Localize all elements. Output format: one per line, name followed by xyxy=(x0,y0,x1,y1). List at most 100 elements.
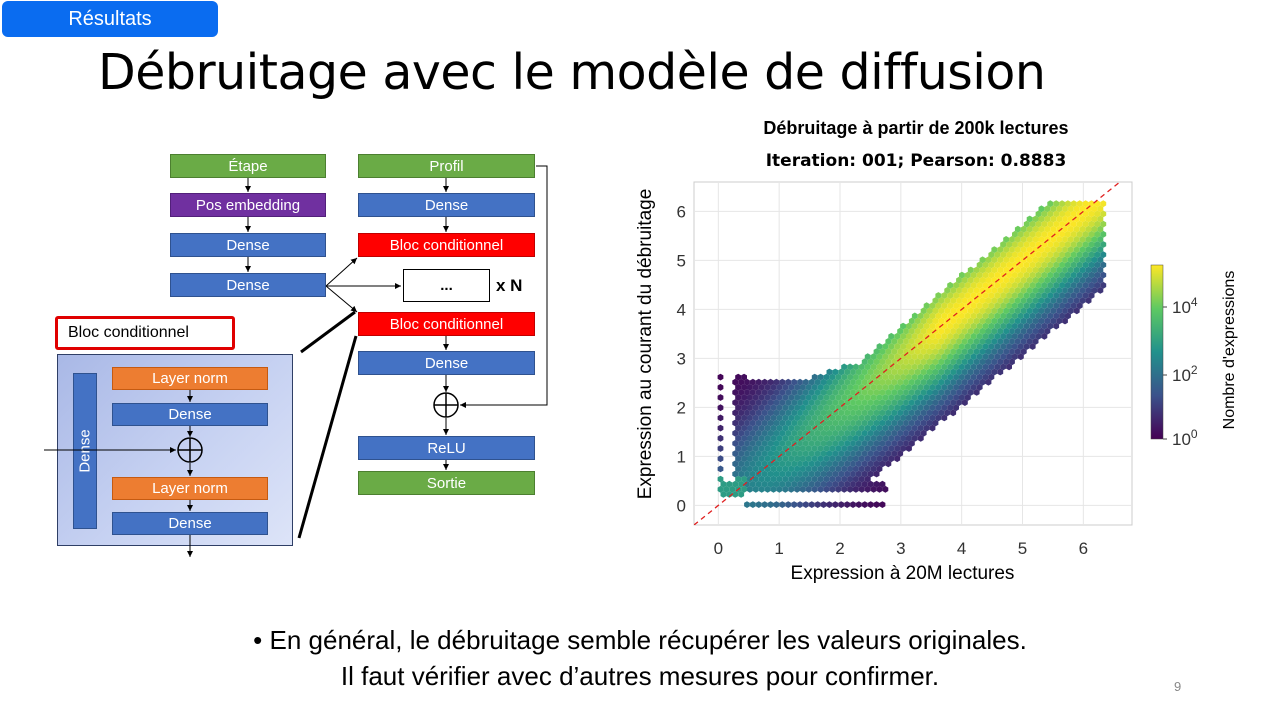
hex-cell xyxy=(850,429,856,437)
hex-cell xyxy=(961,327,968,335)
hex-cell xyxy=(832,450,839,457)
hex-cell xyxy=(867,409,874,417)
hex-cell xyxy=(973,276,980,284)
hex-cell xyxy=(855,480,862,488)
hex-cell xyxy=(794,455,800,463)
hex-cell xyxy=(752,424,759,432)
hex-cell xyxy=(964,353,971,361)
hex-cell xyxy=(970,322,977,330)
hex-cell xyxy=(906,353,912,361)
hex-cell xyxy=(1032,287,1039,294)
hex-cell xyxy=(835,373,842,381)
hex-cell xyxy=(797,389,803,396)
hex-cell xyxy=(1085,225,1092,233)
hex-cell xyxy=(1070,220,1077,228)
hex-cell xyxy=(923,373,930,381)
hex-cell xyxy=(1065,230,1071,238)
hex-cell xyxy=(870,455,877,463)
hex-cell xyxy=(779,429,786,437)
hex-cell xyxy=(1062,236,1068,243)
hex-cell xyxy=(1053,281,1060,289)
hex-cell xyxy=(779,440,786,447)
hex-cell xyxy=(752,383,759,391)
hex-cell xyxy=(882,353,889,361)
hex-cell xyxy=(1006,281,1012,289)
hex-cell xyxy=(758,414,765,422)
hex-cell xyxy=(967,327,974,335)
hex-cell xyxy=(985,266,992,274)
hex-cell xyxy=(973,327,980,335)
hex-cell xyxy=(1050,287,1057,294)
hex-cell xyxy=(797,419,803,427)
hex-cell xyxy=(1003,276,1010,284)
hex-cell xyxy=(917,404,924,412)
hex-cell xyxy=(882,383,889,391)
hex-cell xyxy=(767,440,774,447)
hex-cell xyxy=(788,424,795,432)
hex-cell xyxy=(870,383,877,391)
hex-cell xyxy=(932,307,939,315)
hex-cell xyxy=(782,424,789,432)
hex-cell xyxy=(864,404,871,412)
hex-cell xyxy=(867,470,874,478)
hex-cell xyxy=(788,485,795,493)
dense-box-2: Dense xyxy=(170,273,326,297)
hex-cell xyxy=(988,353,995,361)
hex-cell xyxy=(735,383,742,391)
hex-cell xyxy=(920,419,927,427)
hex-cell xyxy=(847,363,853,371)
hex-cell xyxy=(1017,230,1024,238)
hex-cell xyxy=(882,394,889,401)
hex-cell xyxy=(758,455,765,463)
hex-cell xyxy=(908,429,915,437)
hex-cell xyxy=(879,480,886,488)
hex-cell xyxy=(791,429,798,437)
hex-cell xyxy=(961,399,968,406)
hex-cell xyxy=(858,465,865,473)
hex-cell xyxy=(738,460,745,468)
hex-cell xyxy=(735,424,742,432)
hex-cell xyxy=(853,424,859,432)
hex-cell xyxy=(761,440,768,447)
hex-cell xyxy=(1062,297,1068,304)
hex-cell xyxy=(805,485,812,493)
hex-cell xyxy=(944,368,951,376)
hex-cell xyxy=(938,389,945,396)
hex-cell xyxy=(717,455,724,463)
hex-cell xyxy=(770,414,777,422)
hex-cell xyxy=(770,465,777,473)
hex-cell xyxy=(761,429,768,437)
hex-cell xyxy=(1082,271,1089,279)
hex-cell xyxy=(1009,246,1015,253)
hex-cell xyxy=(832,389,839,396)
hex-cell xyxy=(776,445,783,452)
hex-cell xyxy=(744,501,750,508)
hex-cell xyxy=(906,343,912,350)
hex-cell xyxy=(1012,271,1018,279)
hex-cell xyxy=(894,394,901,401)
hex-cell xyxy=(929,404,936,412)
hex-cell xyxy=(985,317,992,325)
hex-cell xyxy=(906,363,912,371)
hex-cell xyxy=(717,373,724,381)
hex-cell xyxy=(961,317,968,325)
hex-cell xyxy=(1059,312,1065,320)
hex-cell xyxy=(1100,241,1107,248)
hex-cell xyxy=(988,312,995,320)
hex-cell xyxy=(1014,317,1021,325)
hex-cell xyxy=(985,276,992,284)
hex-cell xyxy=(1056,266,1063,274)
hex-cell xyxy=(1026,287,1033,294)
hex-cell xyxy=(797,440,803,447)
hex-cell xyxy=(870,485,877,493)
hex-cell xyxy=(735,475,742,483)
hex-cell xyxy=(1044,307,1051,315)
hex-cell xyxy=(805,475,812,483)
hex-cell xyxy=(749,501,756,508)
hex-cell xyxy=(817,414,824,422)
hex-cell xyxy=(1085,266,1092,274)
hex-cell xyxy=(808,460,815,468)
hex-cell xyxy=(823,445,830,452)
hex-cell xyxy=(808,419,815,427)
hex-cell xyxy=(744,470,750,478)
